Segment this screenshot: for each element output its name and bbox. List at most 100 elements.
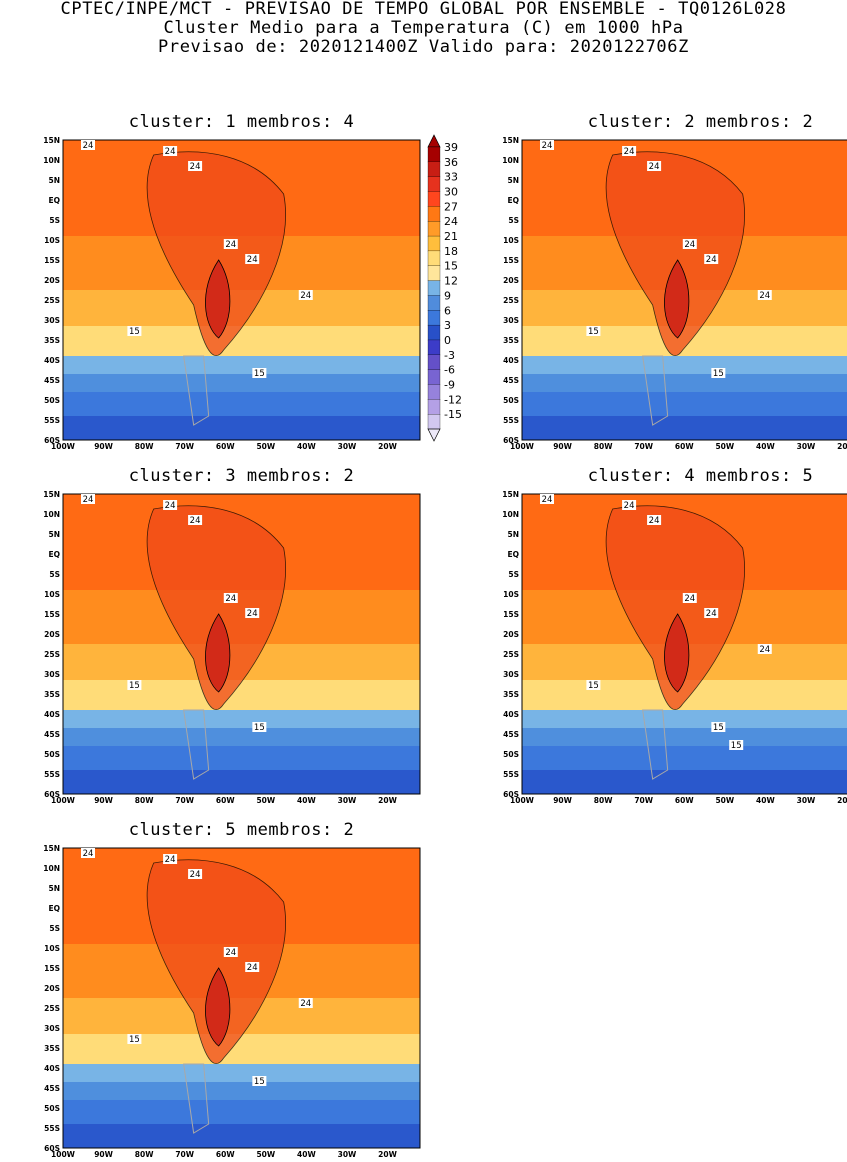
temperature-map: 24 24 24 24 24 24 15 15 15N 10N 5N EQ 5S 10S 15S 20S 25S… — [502, 136, 847, 451]
lon-tick-label: 90W — [94, 442, 113, 451]
svg-text:24: 24 — [190, 516, 201, 526]
temperature-band — [522, 746, 847, 771]
lat-tick-label: EQ — [49, 550, 61, 559]
colorbar-level-label: 6 — [444, 304, 451, 317]
svg-text:24: 24 — [247, 255, 258, 265]
contour-label-24: 24 — [647, 161, 662, 172]
temperature-map: 24 24 24 24 24 15 15 15N 10N 5N EQ 5S 10S 15S 20S 25S 30… — [43, 490, 421, 805]
lat-tick-label: 45S — [503, 376, 519, 385]
contour-label-24: 24 — [704, 608, 719, 619]
continent-warm-region — [146, 859, 286, 1064]
contour-label-24: 24 — [163, 146, 178, 157]
colorbar-level-label: 33 — [444, 171, 458, 184]
lat-tick-label: 5S — [49, 570, 60, 579]
lat-tick-label: 35S — [44, 690, 60, 699]
lon-tick-label: 20W — [837, 796, 847, 805]
lon-tick-label: 70W — [634, 442, 653, 451]
svg-text:24: 24 — [542, 141, 553, 151]
lon-tick-label: 30W — [797, 796, 816, 805]
temperature-band — [522, 770, 847, 795]
lon-tick-label: 40W — [756, 796, 775, 805]
lat-tick-label: 20S — [503, 276, 519, 285]
temperature-band — [63, 326, 420, 357]
hot-core-region — [205, 259, 231, 339]
lat-tick-label: 10S — [503, 590, 519, 599]
contour-label-24: 24 — [245, 254, 260, 265]
contour-label-24: 24 — [188, 161, 203, 172]
contour-label-24: 24 — [245, 962, 260, 973]
colorbar-swatch — [427, 399, 441, 415]
contour-label-24: 24 — [188, 869, 203, 880]
contour-label-24: 24 — [704, 254, 719, 265]
lat-tick-label: 15N — [43, 490, 60, 499]
colorbar-swatch — [427, 354, 441, 371]
colorbar-swatch — [427, 384, 441, 400]
svg-text:24: 24 — [706, 609, 717, 619]
contour-label-24: 24 — [757, 644, 772, 655]
lat-tick-label: 15S — [44, 610, 60, 619]
lat-tick-label: 35S — [44, 1044, 60, 1053]
contour-label-24: 24 — [223, 947, 238, 958]
temperature-band — [63, 356, 420, 375]
contour-label-24: 24 — [539, 140, 554, 151]
lon-tick-label: 60W — [216, 796, 235, 805]
map-frame — [62, 493, 421, 795]
colorbar-swatch — [427, 235, 441, 252]
svg-text:24: 24 — [83, 849, 94, 859]
svg-text:15: 15 — [129, 681, 140, 691]
coastline — [183, 355, 210, 426]
colorbar-swatch — [427, 146, 441, 163]
lat-tick-label: 15S — [503, 610, 519, 619]
lat-tick-label: EQ — [508, 196, 520, 205]
lon-tick-label: 90W — [94, 796, 113, 805]
svg-text:15: 15 — [254, 723, 265, 733]
contour-label-24: 24 — [245, 608, 260, 619]
lat-tick-label: 35S — [503, 690, 519, 699]
lat-tick-label: 10S — [503, 236, 519, 245]
lat-tick-label: 15S — [44, 964, 60, 973]
lon-tick-label: 20W — [378, 796, 397, 805]
svg-text:15: 15 — [129, 327, 140, 337]
lat-tick-label: 5N — [49, 884, 61, 893]
lat-tick-label: 10N — [502, 510, 519, 519]
lon-tick-label: 70W — [634, 796, 653, 805]
lat-tick-label: 10S — [44, 944, 60, 953]
lat-tick-label: 50S — [44, 1104, 60, 1113]
colorbar: 39 36 33 30 27 24 21 18 15 12 9 6 3 0 -3 -6 -9 -12 -15 — [418, 133, 478, 443]
lat-tick-label: 15N — [502, 490, 519, 499]
lat-tick-label: 40S — [503, 710, 519, 719]
lon-tick-label: 50W — [715, 796, 734, 805]
contour-label-24: 24 — [298, 290, 313, 301]
svg-text:24: 24 — [300, 999, 311, 1009]
main-title-line2: Cluster Medio para a Temperatura (C) em … — [163, 18, 684, 38]
lon-tick-label: 100W — [51, 796, 76, 805]
colorbar-level-label: 30 — [444, 186, 458, 199]
lon-tick-label: 20W — [837, 442, 847, 451]
svg-text:24: 24 — [624, 147, 635, 157]
temperature-band — [63, 392, 420, 417]
panel-title: cluster: 2 membros: 2 — [587, 112, 814, 132]
temperature-band — [522, 374, 847, 393]
colorbar-level-label: -9 — [444, 378, 455, 391]
panel-title: cluster: 3 membros: 2 — [128, 466, 355, 486]
colorbar-swatch — [427, 280, 441, 296]
svg-text:15: 15 — [129, 1035, 140, 1045]
colorbar-level-label: -15 — [444, 408, 462, 421]
lon-tick-label: 60W — [216, 1150, 235, 1159]
lat-tick-label: 5N — [508, 530, 520, 539]
contour-label-24: 24 — [80, 494, 95, 505]
lon-tick-label: 50W — [715, 442, 734, 451]
lon-tick-label: 20W — [378, 1150, 397, 1159]
colorbar-swatch — [427, 161, 441, 178]
lat-tick-label: 5S — [49, 924, 60, 933]
map-frame — [521, 493, 847, 795]
contour-label-24: 24 — [188, 515, 203, 526]
svg-text:24: 24 — [190, 870, 201, 880]
lat-tick-label: 20S — [44, 276, 60, 285]
lat-tick-label: 5N — [49, 176, 61, 185]
contour-label-24: 24 — [539, 494, 554, 505]
lat-tick-label: 40S — [44, 1064, 60, 1073]
svg-text:15: 15 — [588, 327, 599, 337]
lon-tick-label: 70W — [175, 442, 194, 451]
lat-tick-label: 50S — [44, 396, 60, 405]
